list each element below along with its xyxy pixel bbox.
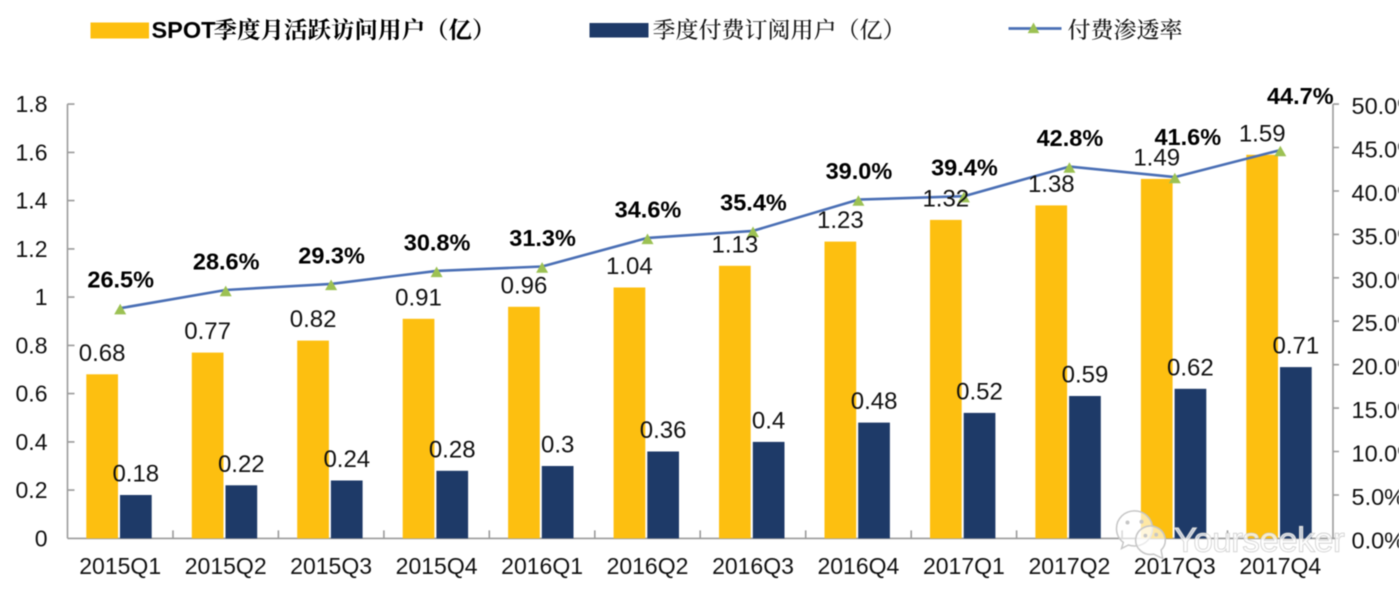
svg-text:1.6: 1.6: [16, 139, 48, 165]
svg-text:2015Q1: 2015Q1: [79, 553, 161, 579]
svg-text:2016Q4: 2016Q4: [817, 553, 899, 579]
svg-text:50.0%: 50.0%: [1352, 93, 1399, 119]
svg-text:0.48: 0.48: [851, 388, 898, 415]
svg-text:15.0%: 15.0%: [1352, 397, 1399, 423]
svg-text:0.8: 0.8: [16, 332, 48, 358]
svg-text:0.91: 0.91: [395, 284, 442, 311]
svg-text:0.0%: 0.0%: [1352, 527, 1399, 553]
svg-text:Yourseeker: Yourseeker: [1174, 522, 1344, 560]
svg-text:0.77: 0.77: [184, 318, 231, 345]
svg-text:0.22: 0.22: [218, 451, 265, 478]
svg-text:2017Q1: 2017Q1: [923, 553, 1005, 579]
svg-text:10.0%: 10.0%: [1352, 441, 1399, 467]
svg-text:1.38: 1.38: [1028, 171, 1075, 198]
svg-text:0.68: 0.68: [79, 340, 126, 367]
svg-text:1.32: 1.32: [922, 185, 969, 212]
svg-text:39.4%: 39.4%: [931, 155, 998, 181]
svg-text:1.23: 1.23: [817, 207, 864, 234]
svg-text:35.4%: 35.4%: [720, 189, 787, 215]
svg-text:25.0%: 25.0%: [1352, 310, 1399, 336]
svg-text:0.4: 0.4: [752, 407, 785, 434]
svg-text:0.82: 0.82: [290, 306, 337, 333]
svg-text:0.52: 0.52: [956, 378, 1003, 405]
svg-text:41.6%: 41.6%: [1154, 124, 1221, 150]
svg-text:30.8%: 30.8%: [404, 229, 471, 255]
svg-text:2016Q3: 2016Q3: [712, 553, 794, 579]
svg-text:2015Q2: 2015Q2: [185, 553, 267, 579]
svg-text:0.59: 0.59: [1062, 362, 1109, 389]
svg-text:1: 1: [35, 284, 48, 310]
svg-text:0.2: 0.2: [16, 477, 48, 503]
svg-text:44.7%: 44.7%: [1267, 83, 1334, 109]
svg-text:0.3: 0.3: [541, 432, 574, 459]
svg-text:0.71: 0.71: [1273, 333, 1320, 360]
svg-text:0: 0: [35, 525, 48, 551]
svg-text:28.6%: 28.6%: [193, 249, 260, 275]
svg-text:5.0%: 5.0%: [1352, 484, 1399, 510]
svg-text:0.28: 0.28: [429, 436, 476, 463]
svg-text:42.8%: 42.8%: [1037, 125, 1104, 151]
svg-text:2017Q2: 2017Q2: [1028, 553, 1110, 579]
svg-text:0.24: 0.24: [323, 446, 370, 473]
svg-text:39.0%: 39.0%: [826, 158, 893, 184]
svg-text:31.3%: 31.3%: [509, 225, 576, 251]
svg-text:20.0%: 20.0%: [1352, 354, 1399, 380]
svg-text:2015Q4: 2015Q4: [396, 553, 478, 579]
svg-text:40.0%: 40.0%: [1352, 180, 1399, 206]
svg-text:2016Q1: 2016Q1: [501, 553, 583, 579]
svg-text:1.2: 1.2: [16, 236, 48, 262]
svg-text:0.36: 0.36: [640, 417, 687, 444]
svg-text:1.13: 1.13: [712, 231, 759, 258]
svg-text:SPOT: SPOT: [152, 17, 217, 43]
svg-text:2015Q3: 2015Q3: [290, 553, 372, 579]
svg-text:1.8: 1.8: [16, 91, 48, 117]
svg-text:0.96: 0.96: [501, 272, 548, 299]
svg-text:0.6: 0.6: [16, 381, 48, 407]
svg-text:35.0%: 35.0%: [1352, 223, 1399, 249]
svg-text:0.62: 0.62: [1167, 354, 1214, 381]
svg-text:26.5%: 26.5%: [87, 267, 154, 293]
svg-text:29.3%: 29.3%: [298, 242, 365, 268]
svg-text:0.18: 0.18: [112, 461, 159, 488]
svg-text:30.0%: 30.0%: [1352, 267, 1399, 293]
svg-text:2016Q2: 2016Q2: [607, 553, 689, 579]
svg-text:34.6%: 34.6%: [615, 196, 682, 222]
svg-text:1.04: 1.04: [606, 253, 653, 280]
svg-text:1.59: 1.59: [1239, 120, 1286, 147]
svg-text:45.0%: 45.0%: [1352, 137, 1399, 163]
svg-text:0.4: 0.4: [16, 429, 48, 455]
svg-text:1.4: 1.4: [16, 188, 48, 214]
